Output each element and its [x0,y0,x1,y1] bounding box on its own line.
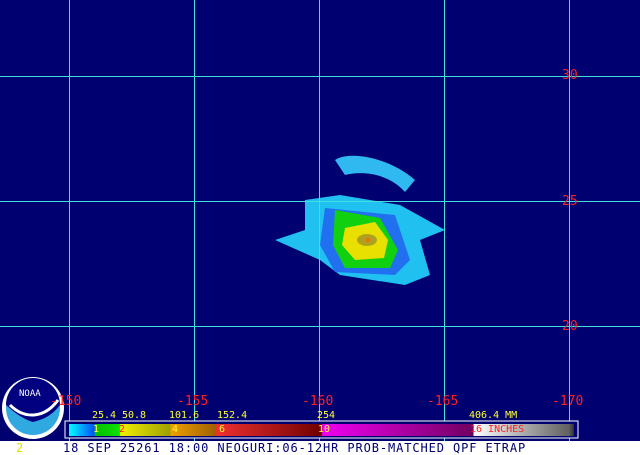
lat-label-25: 25 [562,194,578,209]
inch-label: 16 INCHES [470,424,525,435]
inch-label: 6 [219,424,226,435]
inch-label: 4 [172,424,179,435]
inch-label: 1 [93,424,100,435]
mm-label: 152.4 [217,410,248,421]
lat-label-20: 20 [562,319,578,334]
precip-peak [366,238,370,242]
mm-label: 254 [317,410,336,421]
inch-label: 10 [318,424,331,435]
noaa-logo [2,377,64,439]
inch-label: 2 [119,424,126,435]
precip-field [275,155,445,285]
frame-number: 2 [16,441,24,455]
caption-text: 18 SEP 25261 18:00 NEOGURI:06-12HR PROB-… [63,441,527,455]
lat-lon-grid [0,0,640,441]
lat-label-30: 30 [562,68,578,83]
mm-label: 50.8 [122,410,147,421]
lon-label-160: -160 [302,394,334,409]
mm-label: 406.4 MM [469,410,518,421]
logo-text: NOAA [19,389,41,399]
lon-label-155: -155 [177,394,209,409]
caption-bar: 2 18 SEP 25261 18:00 NEOGURI:06-12HR PRO… [0,441,640,455]
precip-band-outer-north [335,155,415,192]
lon-label-170: -170 [552,394,584,409]
lon-label-165: -165 [427,394,459,409]
mm-label: 25.4 [92,410,117,421]
lon-label-150: -150 [50,394,82,409]
colorbar [69,424,574,436]
mm-label: 101.6 [169,410,200,421]
